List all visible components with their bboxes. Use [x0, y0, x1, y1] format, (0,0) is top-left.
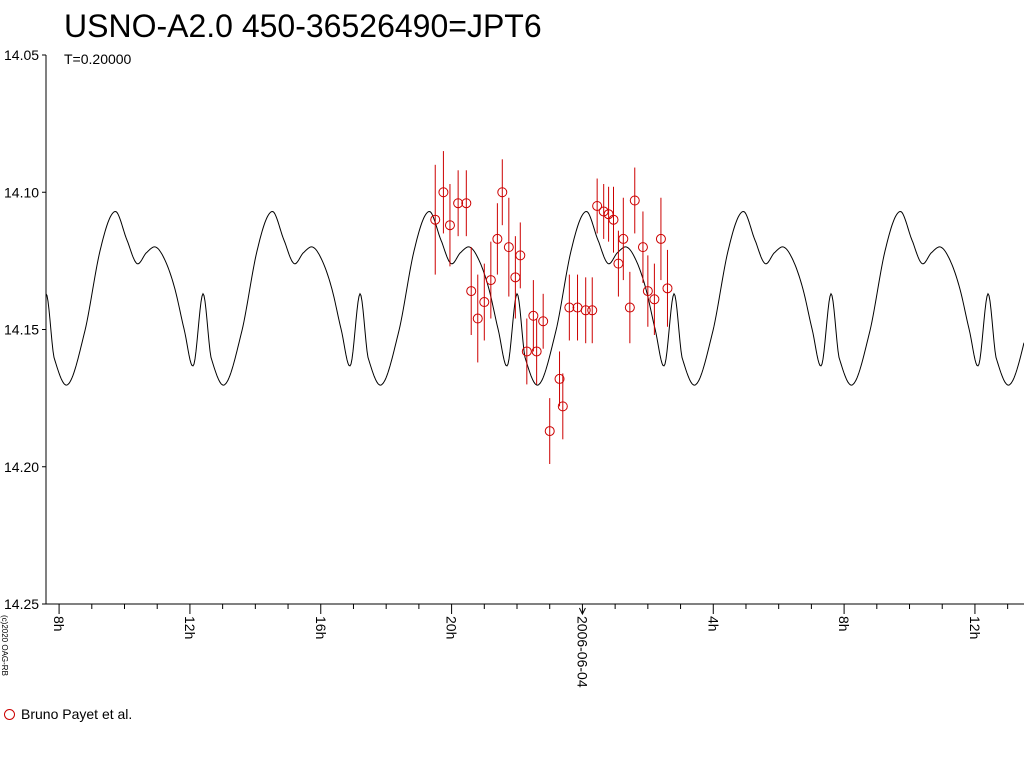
x-tick-label: 4h: [705, 616, 721, 632]
chart-title: USNO-A2.0 450-36526490=JPT6: [64, 8, 542, 44]
data-point: [655, 233, 666, 244]
y-tick-label: 14.10: [4, 184, 39, 200]
data-point: [608, 214, 619, 225]
data-point: [461, 198, 472, 209]
x-tick-label: 8h: [51, 616, 67, 632]
y-tick-label: 14.25: [4, 596, 39, 612]
data-point: [528, 310, 539, 321]
data-point: [662, 283, 673, 294]
model-curve-layer: [45, 210, 1024, 386]
legend-marker-icon: [4, 708, 15, 720]
chart-subtitle: T=0.20000: [64, 51, 132, 67]
data-point: [624, 302, 635, 313]
y-tick-label: 14.15: [4, 322, 39, 338]
data-point: [544, 426, 555, 437]
data-point: [649, 294, 660, 305]
data-point: [438, 187, 449, 198]
data-point: [466, 286, 477, 297]
data-point: [503, 242, 514, 253]
data-point: [587, 305, 598, 316]
data-point: [564, 302, 575, 313]
x-tick-label: 2006-06-04: [574, 616, 590, 688]
data-point: [472, 313, 483, 324]
data-point: [521, 346, 532, 357]
data-point: [642, 286, 653, 297]
data-point: [554, 373, 565, 384]
x-tick-label: 12h: [967, 616, 983, 639]
data-point: [453, 198, 464, 209]
data-point: [515, 250, 526, 261]
data-point: [637, 242, 648, 253]
data-point: [592, 200, 603, 211]
data-point: [444, 220, 455, 231]
model-curve-line: [45, 210, 1024, 386]
data-point: [497, 187, 508, 198]
axes: 14.05 14.10 14.15 14.20 14.25 8h 12h 16h 20h 2006…: [4, 47, 1024, 688]
data-point: [430, 214, 441, 225]
data-point: [580, 305, 591, 316]
data-point: [557, 401, 568, 412]
data-point: [618, 233, 629, 244]
legend-label: Bruno Payet et al.: [21, 706, 133, 722]
date-marker-icon: [578, 607, 586, 616]
x-tick-label: 8h: [836, 616, 852, 632]
data-point: [479, 297, 490, 308]
x-tick-label: 16h: [313, 616, 329, 639]
data-point: [531, 346, 542, 357]
x-tick-label: 20h: [444, 616, 460, 639]
data-point: [492, 233, 503, 244]
y-tick-label: 14.20: [4, 459, 39, 475]
y-tick-label: 14.05: [4, 47, 39, 63]
legend: Bruno Payet et al.: [4, 706, 132, 722]
data-points-layer: [430, 151, 673, 465]
data-point: [485, 275, 496, 286]
data-point: [629, 195, 640, 206]
x-tick-label: 12h: [182, 616, 198, 639]
data-point: [538, 316, 549, 327]
copyright-notice: (c)2020 OAG-RB: [0, 615, 9, 676]
